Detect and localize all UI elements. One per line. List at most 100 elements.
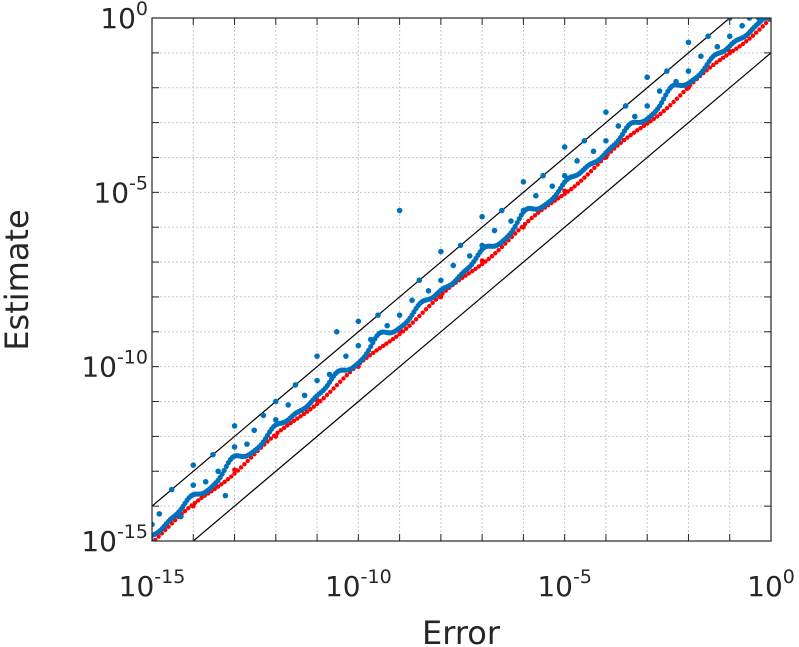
data-point — [651, 116, 657, 122]
data-point — [479, 213, 485, 220]
data-point — [291, 418, 297, 423]
data-point — [540, 172, 546, 179]
data-point — [387, 339, 392, 344]
data-point — [251, 427, 258, 434]
data-point — [242, 461, 247, 467]
data-point — [238, 465, 244, 470]
data-point — [334, 382, 340, 388]
data-point — [561, 172, 568, 179]
plot-frame — [151, 17, 772, 542]
data-point — [744, 39, 749, 44]
data-point — [416, 277, 423, 284]
data-point — [685, 39, 692, 46]
data-point — [438, 277, 444, 284]
data-point — [549, 183, 556, 189]
data-point — [664, 68, 670, 74]
data-point — [685, 68, 692, 74]
data-point — [720, 55, 726, 60]
data-point — [705, 33, 711, 40]
reference-line — [192, 52, 771, 541]
data-point — [273, 398, 279, 405]
data-point — [582, 175, 587, 180]
data-point — [222, 479, 227, 485]
data-point — [215, 468, 221, 475]
data-point — [190, 462, 197, 468]
data-point — [726, 33, 733, 40]
data-point — [581, 138, 588, 144]
data-point — [622, 103, 629, 109]
data-point — [516, 228, 521, 233]
data-point — [641, 123, 647, 129]
data-point — [671, 99, 676, 105]
data-point — [396, 207, 403, 214]
data-point — [603, 138, 609, 144]
data-point — [430, 300, 435, 305]
tick-labels: 10-15 10-10 10-5 100 10-15 10-10 10-5 100 — [81, 0, 795, 603]
data-point — [199, 495, 204, 501]
data-point — [425, 287, 432, 294]
data-point — [168, 486, 175, 493]
data-point — [318, 398, 323, 404]
data-point — [533, 192, 539, 199]
data-point — [368, 343, 374, 350]
data-point — [760, 24, 765, 29]
data-point — [295, 416, 300, 421]
data-point — [404, 326, 409, 331]
data-point — [409, 297, 415, 304]
data-point — [235, 468, 241, 473]
data-point — [321, 395, 326, 401]
data-point — [590, 148, 597, 155]
data-point — [374, 348, 379, 353]
data-point — [215, 484, 221, 489]
data-point — [245, 458, 250, 464]
series-estimates — [152, 18, 771, 541]
data-point — [275, 430, 280, 436]
data-point — [232, 471, 237, 476]
x-tick-label: 10-15 — [119, 566, 186, 603]
data-point — [314, 401, 320, 407]
data-point — [561, 144, 568, 150]
data-point — [585, 172, 590, 177]
y-tick-label: 10-10 — [81, 347, 148, 384]
data-point — [331, 386, 336, 391]
data-point — [499, 207, 505, 214]
data-point — [225, 477, 231, 482]
data-point — [420, 310, 425, 315]
data-point — [631, 113, 638, 120]
data-point — [562, 191, 567, 197]
data-point — [450, 262, 457, 269]
data-point — [678, 93, 683, 98]
data-point — [644, 74, 650, 81]
data-point — [268, 436, 274, 441]
data-point — [747, 36, 752, 41]
data-point — [271, 433, 277, 438]
data-point — [333, 329, 340, 335]
data-point — [520, 179, 527, 185]
data-point — [659, 100, 665, 106]
data-point — [390, 336, 396, 342]
data-point — [192, 500, 198, 506]
data-point — [661, 108, 666, 114]
data-point — [182, 508, 188, 514]
data-point — [375, 312, 381, 318]
tick-marks — [151, 17, 772, 542]
data-point — [496, 247, 501, 253]
data-point — [658, 111, 663, 117]
data-point — [714, 60, 719, 65]
x-tick-label: 100 — [747, 566, 795, 603]
data-point — [734, 46, 739, 51]
data-point — [565, 189, 571, 194]
data-point — [314, 353, 320, 359]
data-point — [727, 50, 732, 56]
data-point — [423, 307, 429, 312]
data-point — [479, 261, 485, 267]
data-point — [152, 521, 155, 528]
data-point — [684, 86, 690, 91]
data-point — [588, 168, 594, 174]
data-point — [615, 123, 622, 129]
data-point — [202, 478, 209, 485]
data-point — [536, 210, 541, 215]
data-point — [519, 224, 524, 230]
data-point — [156, 511, 163, 517]
data-point — [654, 114, 660, 119]
